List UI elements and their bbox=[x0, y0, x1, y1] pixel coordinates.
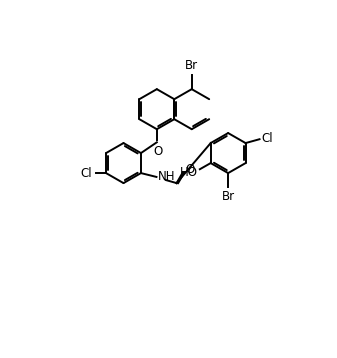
Text: O: O bbox=[185, 163, 194, 176]
Text: Cl: Cl bbox=[81, 166, 92, 180]
Text: Cl: Cl bbox=[262, 132, 273, 145]
Text: NH: NH bbox=[158, 170, 176, 183]
Text: Br: Br bbox=[185, 59, 198, 72]
Text: HO: HO bbox=[180, 166, 198, 179]
Text: O: O bbox=[153, 145, 162, 158]
Text: Br: Br bbox=[221, 190, 235, 203]
